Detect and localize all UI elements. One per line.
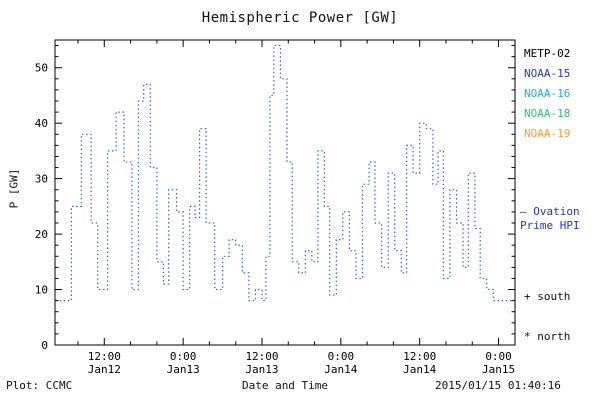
plus-icon: +: [524, 290, 531, 303]
x-tick-date-label: Jan14: [324, 363, 357, 376]
legend-marker-north: * north: [524, 330, 570, 343]
legend-item: NOAA-18: [524, 107, 571, 120]
x-tick-date-label: Jan14: [403, 363, 436, 376]
y-tick-label: 0: [41, 339, 48, 352]
legend-marker-south-label: south: [537, 290, 571, 303]
legend-marker-south: + south: [524, 290, 570, 303]
y-tick-label: 50: [35, 62, 48, 75]
y-tick-label: 10: [35, 284, 48, 297]
axis-box: [54, 39, 516, 346]
asterisk-icon: *: [524, 330, 531, 343]
y-tick-label: 40: [35, 117, 48, 130]
x-tick-time-label: 12:00: [245, 350, 278, 363]
legend-item: NOAA-19: [524, 127, 571, 140]
hemispheric-power-step-line: [59, 44, 512, 302]
x-axis-label: Date and Time: [241, 379, 329, 392]
legend-item: NOAA-16: [524, 87, 571, 100]
x-tick-date-label: Jan15: [482, 363, 515, 376]
x-tick-time-label: 0:00: [170, 350, 197, 363]
x-tick-time-label: 12:00: [403, 350, 436, 363]
ovation-line1: — Ovation: [520, 205, 580, 218]
y-tick-label: 30: [35, 173, 48, 186]
legend-item: METP-02: [524, 47, 571, 60]
legend-ovation-prime-hpi: — Ovation Prime HPI: [520, 205, 580, 233]
x-tick-time-label: 0:00: [485, 350, 512, 363]
x-tick-date-label: Jan13: [167, 363, 200, 376]
legend-item: NOAA-15: [524, 67, 571, 80]
legend-marker-north-label: north: [537, 330, 571, 343]
plot-timestamp: 2015/01/15 01:40:16: [435, 379, 561, 392]
plot-source-label: Plot: CCMC: [6, 379, 73, 392]
y-tick-label: 20: [35, 228, 48, 241]
x-tick-time-label: 12:00: [88, 350, 121, 363]
x-tick-date-label: Jan12: [88, 363, 121, 376]
legend-satellites: METP-02 NOAA-15 NOAA-16 NOAA-18 NOAA-19: [524, 44, 570, 144]
chart-title: Hemispheric Power [GW]: [201, 10, 399, 26]
x-tick-date-label: Jan13: [245, 363, 278, 376]
ovation-line2: Prime HPI: [520, 219, 580, 232]
x-tick-time-label: 0:00: [328, 350, 355, 363]
